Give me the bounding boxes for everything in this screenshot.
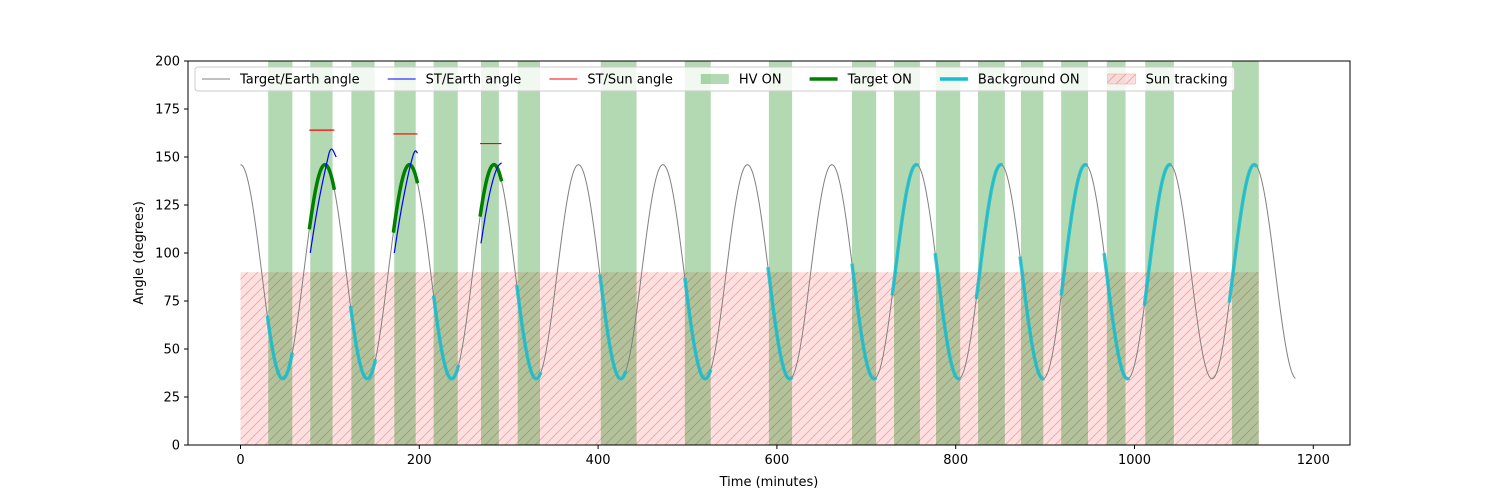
hv-on-band bbox=[268, 61, 293, 445]
y-tick-label: 100 bbox=[155, 247, 180, 262]
background-on-segment bbox=[850, 263, 878, 381]
y-tick-label: 125 bbox=[155, 199, 180, 214]
hv-on-band bbox=[310, 61, 333, 445]
st-earth-segment bbox=[393, 150, 419, 254]
y-axis: 0 25 50 75 100 125 150 175 200 bbox=[155, 55, 188, 454]
hv-on-band bbox=[851, 61, 877, 445]
hv-on-band bbox=[351, 61, 375, 445]
hv-on-band bbox=[1020, 61, 1044, 445]
background-on-segment bbox=[974, 162, 1004, 300]
target-on-segment bbox=[307, 162, 337, 230]
legend-item: Background ON bbox=[939, 73, 1080, 88]
legend-label: Background ON bbox=[978, 73, 1080, 88]
x-tick-label: 0 bbox=[236, 453, 244, 468]
hv-on-band bbox=[936, 61, 961, 445]
background-on-segment bbox=[1102, 252, 1131, 381]
hv-on-band bbox=[433, 61, 458, 445]
hv-on-band bbox=[684, 61, 711, 445]
background-on-segment bbox=[890, 162, 920, 296]
legend-label: ST/Earth angle bbox=[426, 73, 522, 88]
x-tick-label: 200 bbox=[407, 453, 432, 468]
legend-item: Sun tracking bbox=[1107, 73, 1228, 88]
y-tick-label: 150 bbox=[155, 151, 180, 166]
hv-on-band bbox=[394, 61, 416, 445]
background-on-segment bbox=[766, 267, 794, 381]
hv-on-band bbox=[517, 61, 540, 445]
target-on-layer bbox=[307, 162, 504, 233]
background-on-segment bbox=[515, 284, 543, 381]
x-tick-label: 1000 bbox=[1118, 453, 1151, 468]
legend-item: HV ON bbox=[700, 73, 782, 88]
sun-tracking-layer bbox=[240, 272, 1259, 445]
legend-hatch-pattern bbox=[1107, 74, 1136, 84]
x-axis: 0 200 400 600 800 1000 1200 bbox=[236, 445, 1330, 468]
y-tick-label: 175 bbox=[155, 103, 180, 118]
background-on-layer bbox=[265, 162, 1259, 381]
background-on-segment bbox=[431, 295, 461, 381]
st-earth-layer bbox=[309, 148, 502, 254]
legend-item: ST/Sun angle bbox=[549, 73, 673, 88]
x-tick-label: 1200 bbox=[1297, 453, 1330, 468]
hv-on-band bbox=[600, 61, 637, 445]
y-axis-label: Angle (degrees) bbox=[132, 201, 147, 305]
st-sun-layer bbox=[309, 129, 502, 145]
legend-box bbox=[194, 66, 1236, 92]
background-on-segment bbox=[1059, 162, 1089, 296]
y-tick-label: 0 bbox=[172, 439, 180, 454]
background-on-segment bbox=[598, 274, 628, 381]
y-tick-label: 200 bbox=[155, 55, 180, 70]
legend-label: ST/Sun angle bbox=[587, 73, 673, 88]
legend-item: Target/Earth angle bbox=[202, 73, 360, 88]
background-on-segment bbox=[683, 277, 713, 381]
legend-label: Target ON bbox=[847, 73, 912, 88]
background-on-segment bbox=[1227, 162, 1259, 303]
target-on-segment bbox=[478, 162, 504, 217]
x-tick-label: 600 bbox=[764, 453, 789, 468]
hv-on-band bbox=[768, 61, 793, 445]
background-on-segment bbox=[933, 252, 962, 381]
y-tick-label: 50 bbox=[163, 343, 180, 358]
hv-on-band bbox=[1106, 61, 1126, 445]
legend-label: Sun tracking bbox=[1146, 73, 1228, 88]
legend-label: Target/Earth angle bbox=[239, 73, 360, 88]
x-tick-label: 400 bbox=[586, 453, 611, 468]
legend-patch-swatch bbox=[700, 74, 729, 84]
hv-on-band bbox=[480, 61, 499, 445]
x-axis-label: Time (minutes) bbox=[719, 475, 819, 490]
st-earth-segment bbox=[480, 162, 502, 244]
legend-item: Target ON bbox=[809, 73, 912, 88]
legend: Target/Earth angle ST/Earth angle ST/Sun a… bbox=[194, 66, 1236, 92]
st-earth-segment bbox=[309, 148, 337, 254]
x-tick-label: 800 bbox=[943, 453, 968, 468]
background-on-segment bbox=[348, 305, 378, 381]
y-tick-label: 25 bbox=[163, 391, 180, 406]
legend-item: ST/Earth angle bbox=[387, 73, 522, 88]
background-on-segment bbox=[1018, 256, 1046, 381]
background-on-segment bbox=[1142, 162, 1173, 307]
target-on-segment bbox=[391, 162, 420, 233]
background-on-segment bbox=[265, 315, 295, 381]
legend-label: HV ON bbox=[739, 73, 782, 88]
y-tick-label: 75 bbox=[163, 295, 180, 310]
sun-tracking-hatch bbox=[240, 272, 1259, 445]
